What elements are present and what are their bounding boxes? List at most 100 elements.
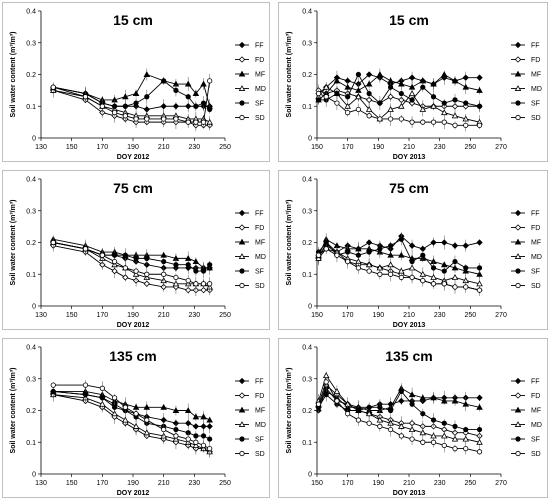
data-point	[185, 436, 191, 442]
data-point	[185, 286, 192, 294]
data-point	[207, 106, 213, 113]
data-point	[387, 77, 394, 84]
legend-label-MD: MD	[255, 86, 266, 93]
data-point	[133, 268, 139, 274]
data-point	[355, 407, 362, 414]
axes: 0 0.1 0.2 0.3 0.4 150 170 190 210 230 250 270	[302, 177, 507, 320]
y-axis-label: Soil water content (m³/m³)	[286, 368, 293, 454]
data-point	[173, 262, 179, 268]
data-point	[441, 100, 447, 106]
y-tick-label: 0.3	[302, 208, 312, 215]
legend-label-MD: MD	[531, 86, 542, 93]
data-point	[387, 271, 394, 277]
data-point	[122, 265, 128, 271]
data-point	[344, 102, 351, 109]
data-point	[451, 435, 459, 442]
legend-label-FD: FD	[255, 225, 264, 232]
data-point	[387, 84, 394, 90]
data-point	[476, 280, 483, 287]
data-point	[440, 109, 448, 116]
data-point	[173, 274, 179, 281]
chart-title: 135 cm	[109, 348, 156, 364]
legend-marker	[239, 114, 245, 121]
data-point	[476, 426, 483, 433]
data-point	[122, 416, 129, 423]
legend-label-SF: SF	[255, 437, 264, 444]
legend: FF FD MF MD SF SD	[511, 209, 542, 290]
data-point	[355, 245, 362, 252]
data-point	[160, 103, 167, 110]
data-point	[99, 395, 105, 401]
legend-marker	[239, 436, 245, 442]
data-point	[207, 281, 213, 287]
data-point	[365, 71, 373, 78]
x-tick-label: 230	[188, 144, 200, 151]
y-tick-label: 0.2	[302, 72, 312, 79]
data-point	[377, 271, 383, 277]
legend-label-FD: FD	[531, 225, 540, 232]
data-point	[144, 255, 150, 261]
y-tick-label: 0.1	[26, 272, 36, 279]
y-tick-label: 0.4	[302, 9, 312, 16]
series-MF	[315, 383, 483, 417]
data-point	[315, 97, 322, 103]
data-point	[345, 411, 351, 417]
data-point	[452, 258, 458, 265]
y-tick-label: 0	[32, 136, 36, 143]
x-tick-label: 250	[464, 480, 476, 487]
data-point	[173, 87, 179, 93]
legend-label-FF: FF	[531, 211, 540, 218]
legend-label-FF: FF	[531, 43, 540, 50]
legend: FF FD MF MD SF SD	[511, 377, 542, 458]
data-point	[122, 274, 129, 281]
data-point	[345, 249, 351, 255]
x-tick-label: 210	[158, 312, 170, 319]
data-point	[476, 103, 483, 109]
data-point	[82, 382, 89, 388]
legend-label-FD: FD	[531, 393, 540, 400]
y-tick-label: 0.1	[26, 440, 36, 447]
y-tick-label: 0.4	[302, 345, 312, 352]
data-point	[200, 433, 207, 439]
data-point	[398, 96, 405, 104]
data-point	[355, 265, 362, 271]
legend-marker	[514, 253, 522, 259]
data-point	[143, 429, 151, 436]
data-point	[200, 442, 207, 449]
legend-label-SD: SD	[531, 115, 541, 122]
legend-marker	[514, 70, 522, 77]
data-point	[334, 90, 340, 97]
legend-marker	[238, 85, 246, 91]
legend-marker	[239, 268, 245, 274]
x-tick-label: 170	[96, 312, 108, 319]
y-tick-label: 0.1	[302, 272, 312, 279]
data-point	[419, 270, 427, 277]
data-point	[451, 264, 459, 271]
chart-svg: 0 0.1 0.2 0.3 0.4 130 150 170 190 210 230 250 DOY 20…	[10, 177, 266, 330]
data-point	[377, 100, 383, 106]
data-point	[200, 281, 207, 287]
data-point	[111, 267, 118, 275]
legend-marker	[514, 56, 522, 63]
data-point	[387, 93, 394, 100]
y-tick-label: 0.3	[302, 376, 312, 383]
y-axis-label: Soil water content (m³/m³)	[10, 32, 17, 118]
x-tick-label: 230	[188, 312, 200, 319]
legend-label-MF: MF	[255, 240, 265, 247]
data-point	[50, 84, 56, 90]
data-point	[463, 426, 469, 433]
data-point	[172, 280, 180, 287]
data-point	[366, 249, 372, 255]
legend-label-SD: SD	[531, 283, 541, 290]
chart-svg: 0 0.1 0.2 0.3 0.4 130 150 170 190 210 230 250 DOY 20…	[10, 9, 266, 162]
data-point	[206, 118, 213, 125]
data-point	[193, 281, 199, 287]
data-point	[192, 423, 200, 430]
data-point	[440, 432, 448, 439]
data-point	[420, 119, 426, 125]
data-point	[133, 116, 139, 122]
legend-label-SF: SF	[255, 101, 264, 108]
data-point	[451, 112, 459, 119]
y-tick-label: 0.2	[26, 408, 36, 415]
legend-marker	[238, 56, 246, 63]
